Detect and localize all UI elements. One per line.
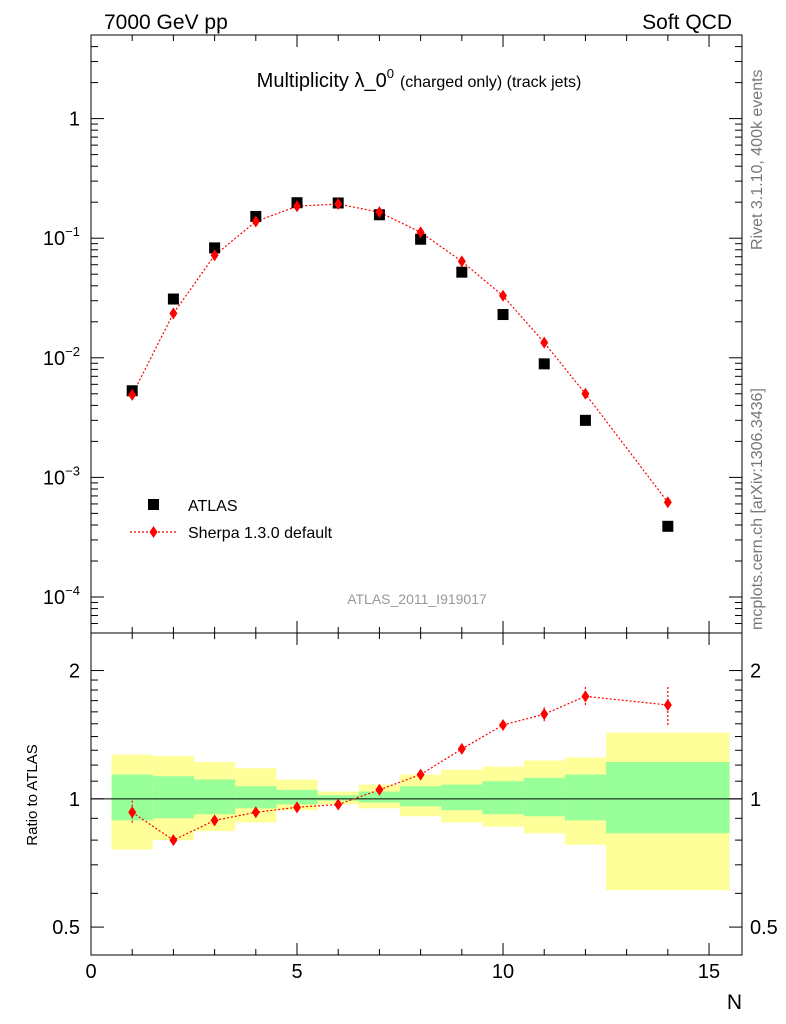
legend-atlas-label: ATLAS (188, 498, 238, 515)
y-tick-base: 10 (43, 467, 65, 489)
ratio-panel-frame (90, 632, 743, 956)
band-stat-3 (235, 786, 277, 809)
y-tick-exp: −2 (65, 344, 80, 359)
band-stat-12 (606, 762, 730, 834)
band-stat-4 (276, 789, 318, 805)
ratio-y-tick-label-right: 0.5 (750, 917, 778, 939)
legend-atlas-marker (148, 499, 159, 510)
atlas-point (662, 520, 674, 532)
sherpa-ratio-point (128, 806, 137, 819)
uncertainty-bands (111, 732, 730, 891)
legend: ATLAS Sherpa 1.3.0 default (130, 498, 333, 542)
xlabel: N (727, 991, 742, 1014)
x-tick-label: 0 (85, 961, 96, 983)
sherpa-ratio-point (251, 806, 260, 819)
sherpa-ratio-point (416, 768, 425, 781)
y-tick-label: 1 (69, 109, 80, 131)
x-tick-label: 5 (291, 961, 302, 983)
band-stat-2 (194, 779, 236, 815)
y-tick-label: 10−1 (43, 224, 80, 250)
ratio-y-tick-label: 1 (69, 789, 80, 811)
title-suffix: (charged only) (track jets) (400, 74, 581, 91)
analysis-label: ATLAS_2011_I919017 (347, 591, 487, 607)
sherpa-point (128, 388, 137, 401)
x-tick-label: 10 (492, 961, 514, 983)
y-tick-base: 10 (43, 228, 65, 250)
y-tick-exp: −3 (65, 463, 80, 478)
series-lines (131, 203, 669, 841)
sherpa-point (375, 206, 384, 219)
atlas-point (415, 233, 427, 245)
sherpa-point (416, 226, 425, 239)
band-stat-11 (564, 774, 607, 821)
legend-sherpa-marker (149, 526, 158, 538)
y-tick-label: 10−3 (43, 463, 80, 489)
y-tick-exp: −4 (65, 583, 80, 598)
sherpa-point (457, 255, 466, 268)
series-markers (126, 197, 674, 847)
header-right: Soft QCD (642, 11, 732, 34)
atlas-point (579, 414, 591, 426)
band-stat-9 (482, 781, 524, 815)
sherpa-ratio-point (540, 708, 549, 721)
y-tick-exp: −1 (65, 224, 80, 239)
plot-title: Multiplicity λ_00 (charged only) (track j… (257, 66, 582, 92)
sherpa-point (581, 387, 590, 400)
y-tick-base: 1 (69, 109, 80, 131)
band-stat-6 (358, 791, 401, 803)
sherpa-point (169, 307, 178, 320)
sherpa-ratio-point (293, 801, 302, 814)
legend-sherpa-label: Sherpa 1.3.0 default (188, 525, 333, 542)
main-panel-frame (90, 34, 743, 634)
band-stat-1 (152, 776, 195, 819)
sherpa-point (540, 336, 549, 349)
sherpa-ratio-point (663, 699, 672, 712)
ratio-y-tick-label: 2 (69, 661, 80, 683)
header-left: 7000 GeV pp (104, 11, 228, 34)
y-tick-base: 10 (43, 587, 65, 609)
sherpa-ratio-point (457, 742, 466, 755)
atlas-point (209, 242, 221, 254)
sherpa-point (663, 496, 672, 509)
sherpa-point (334, 198, 343, 211)
ratio-y-tick-label-right: 2 (750, 661, 761, 683)
sherpa-point (293, 200, 302, 213)
sherpa-ratio-point (210, 814, 219, 827)
ratio-y-tick-label-right: 1 (750, 789, 761, 811)
sherpa-point (210, 249, 219, 262)
atlas-point (167, 293, 179, 305)
band-stat-5 (317, 795, 359, 801)
sherpa-ratio-point (334, 798, 343, 811)
title-main: Multiplicity λ_0 (257, 70, 387, 92)
x-tick-label: 15 (698, 961, 720, 983)
ratio-ylabel: Ratio to ATLAS (24, 744, 41, 845)
ratio-y-tick-label: 0.5 (52, 917, 80, 939)
sherpa-point (251, 215, 260, 228)
sherpa-point (499, 289, 508, 302)
atlas-point (497, 309, 509, 321)
sherpa-ratio-point (169, 834, 178, 847)
band-stat-7 (400, 786, 442, 807)
mcplots-label: mcplots.cern.ch [arXiv:1306.3436] (749, 388, 766, 630)
sherpa-ratio-point (375, 783, 384, 796)
sherpa-ratio-point (581, 690, 590, 703)
y-tick-base: 10 (43, 348, 65, 370)
band-stat-8 (441, 784, 483, 811)
sherpa-ratio-point (499, 719, 508, 732)
title-sup: 0 (387, 66, 394, 81)
atlas-point (456, 266, 468, 278)
atlas-point (538, 358, 550, 370)
y-tick-label: 10−4 (43, 583, 80, 609)
rivet-label: Rivet 3.1.10, 400k events (749, 69, 766, 250)
y-tick-label: 10−2 (43, 344, 80, 370)
band-stat-10 (523, 777, 565, 817)
